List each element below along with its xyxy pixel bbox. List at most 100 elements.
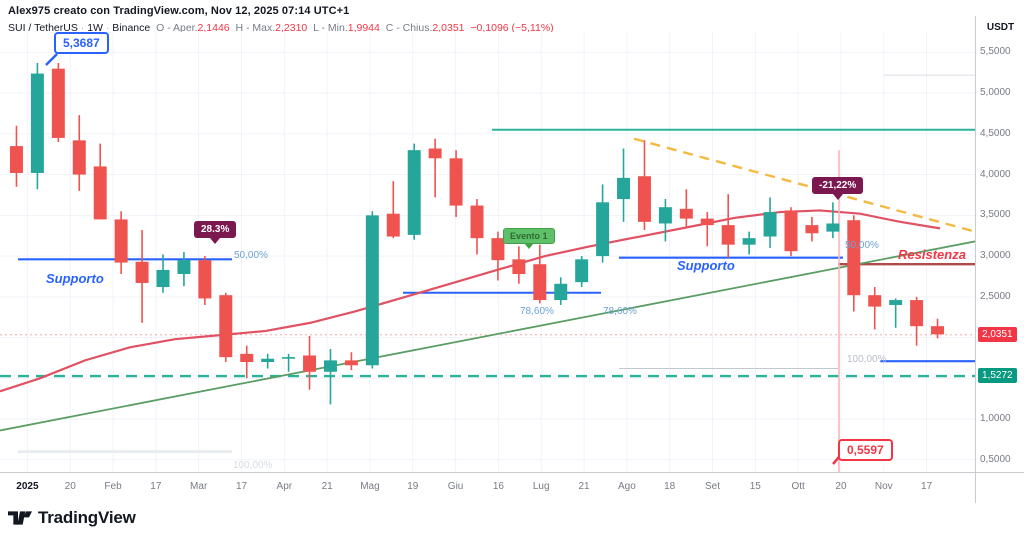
- candle: [135, 230, 149, 323]
- trendline-ascending-green: [0, 240, 975, 432]
- high-price-callout[interactable]: 5,3687: [54, 32, 109, 54]
- time-tick: 19: [407, 481, 419, 492]
- candle: [198, 256, 212, 305]
- candle-body: [784, 210, 798, 252]
- price-tick: 0,5000: [980, 453, 1011, 465]
- time-tick: 17: [150, 481, 162, 492]
- price-tag-last[interactable]: 2,0351: [978, 326, 1017, 342]
- price-tick: 3,5000: [980, 209, 1011, 221]
- candle: [407, 143, 421, 240]
- price-tick: 4,0000: [980, 168, 1011, 180]
- candle: [868, 287, 882, 330]
- candle: [554, 277, 568, 305]
- time-scale[interactable]: 2025 20 Feb 17 Mar 17 Apr 21 Mag 19 Giu 16 Lug 21 Ago 1…: [0, 472, 1024, 503]
- candle-body: [407, 150, 421, 235]
- candle: [177, 252, 191, 287]
- candle-body: [847, 220, 861, 296]
- candle: [51, 62, 65, 142]
- chart-plot-area[interactable]: [0, 32, 975, 472]
- candle-body: [386, 213, 400, 237]
- time-tick: 15: [749, 481, 761, 492]
- candle: [365, 211, 379, 369]
- time-tick: 17: [921, 481, 933, 492]
- price-tick: 5,0000: [980, 87, 1011, 99]
- candle-body: [30, 73, 44, 173]
- candle: [303, 335, 317, 390]
- time-tick: Mag: [360, 481, 380, 492]
- price-tick: 2,5000: [980, 290, 1011, 302]
- moving-average-line: [0, 209, 941, 393]
- candle: [491, 231, 505, 281]
- candle: [512, 246, 526, 284]
- candle-body: [93, 166, 107, 220]
- candle: [658, 199, 672, 242]
- legend-exchange[interactable]: Binance: [112, 22, 151, 34]
- candle: [931, 318, 945, 339]
- candle: [679, 189, 693, 229]
- candle-body: [240, 353, 254, 362]
- candle: [826, 202, 840, 239]
- price-tag-level[interactable]: 1,5272: [978, 368, 1017, 384]
- price-scale[interactable]: USDT 5,5000 5,0000 4,5000 4,0000 3,5000 3,000…: [975, 16, 1024, 472]
- price-tick: 5,5000: [980, 46, 1011, 58]
- candle: [847, 215, 861, 312]
- percent-badge-left[interactable]: 28.3%: [194, 221, 237, 244]
- price-scale-currency: USDT: [986, 22, 1015, 33]
- candle-body: [617, 177, 631, 200]
- candle: [156, 254, 170, 293]
- candle: [700, 212, 714, 247]
- candle: [428, 138, 442, 198]
- time-tick: 17: [235, 481, 248, 492]
- time-tick: 16: [492, 481, 504, 492]
- candle-body: [700, 218, 714, 226]
- event-badge[interactable]: Evento 1: [503, 228, 555, 249]
- time-tick: 21: [321, 481, 333, 492]
- legend-change-pct: (−5,11%): [511, 22, 554, 34]
- candle: [637, 140, 651, 230]
- candle-body: [428, 148, 442, 159]
- legend-interval[interactable]: 1W: [87, 22, 103, 34]
- price-tick: 1,0000: [980, 413, 1011, 425]
- candle: [219, 292, 233, 362]
- candle-body: [219, 295, 233, 358]
- candlestick-chart: [0, 32, 975, 472]
- legend-symbol[interactable]: SUI / TetherUS: [8, 22, 78, 34]
- legend-high-value: 2,2310: [275, 22, 308, 34]
- candle: [910, 296, 924, 346]
- candle: [282, 353, 296, 372]
- candle-body: [303, 355, 317, 372]
- candle: [114, 211, 128, 274]
- candle: [805, 216, 819, 242]
- trendline-descending-orange: [633, 137, 975, 233]
- legend-open-value: 2,1446: [197, 22, 230, 34]
- candle: [93, 143, 107, 220]
- candle-body: [51, 68, 65, 138]
- time-tick: Ago: [617, 481, 636, 492]
- time-tick: Feb: [104, 481, 122, 492]
- candle: [386, 181, 400, 239]
- candle: [72, 115, 86, 191]
- legend-close-value: 2,0351: [432, 22, 465, 34]
- candle-body: [658, 207, 672, 224]
- time-tick: 21: [578, 481, 590, 492]
- attribution-text: Alex975 creato con TradingView.com, Nov …: [8, 5, 350, 17]
- candle-body: [114, 219, 128, 263]
- candle-body: [9, 146, 23, 173]
- time-tick: Giu: [447, 481, 464, 492]
- candle: [344, 352, 358, 371]
- candle-body: [889, 300, 903, 305]
- time-tick: Apr: [276, 481, 293, 492]
- candle-body: [931, 326, 945, 335]
- price-tick: 3,0000: [980, 250, 1011, 262]
- percent-badge-right[interactable]: -21,22%: [812, 177, 864, 200]
- candle: [30, 62, 44, 190]
- candle-body: [156, 269, 170, 288]
- time-scale-divider: [975, 473, 976, 503]
- candle-body: [575, 259, 589, 283]
- legend-low-value: 1,9944: [347, 22, 380, 34]
- low-price-callout[interactable]: 0,5597: [838, 439, 893, 461]
- candle: [470, 199, 484, 255]
- candle-body: [763, 212, 777, 237]
- legend-open-label: O - Aper.: [156, 22, 198, 34]
